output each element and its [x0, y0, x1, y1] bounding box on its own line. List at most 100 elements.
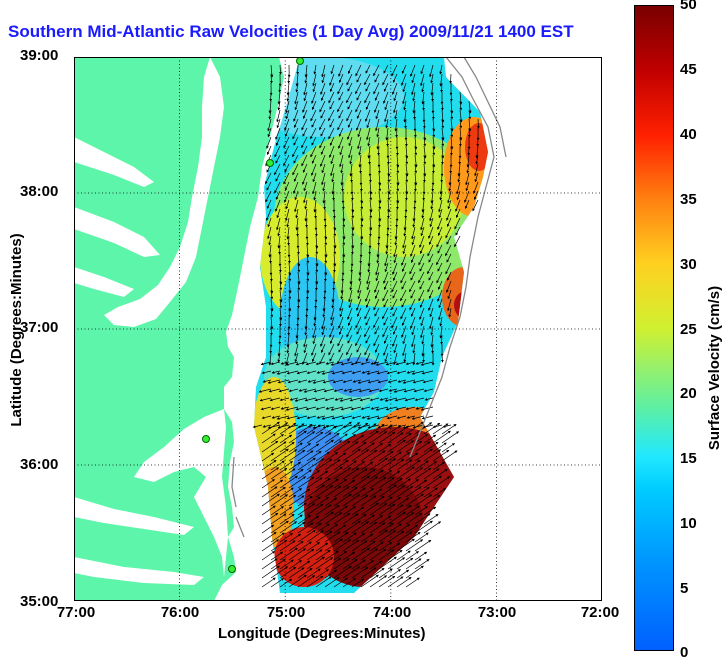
colorbar-tick-label: 50: [680, 0, 697, 13]
velocity-arrow: [397, 128, 398, 137]
velocity-arrow: [442, 83, 443, 92]
x-tick-label: 73:00: [478, 604, 516, 621]
velocity-arrow: [352, 191, 353, 200]
velocity-arrow: [325, 200, 326, 209]
x-axis-label: Longitude (Degrees:Minutes): [218, 625, 426, 642]
velocity-arrow: [433, 110, 434, 119]
velocity-arrow: [469, 128, 470, 137]
station-marker: [297, 58, 304, 65]
velocity-arrow: [343, 254, 344, 263]
velocity-arrow: [280, 317, 281, 326]
velocity-arrow: [460, 137, 461, 146]
velocity-arrow: [433, 92, 434, 101]
velocity-arrow: [289, 308, 290, 317]
velocity-arrow: [478, 119, 479, 128]
x-tick-label: 77:00: [57, 604, 95, 621]
velocity-arrow: [406, 137, 407, 146]
velocity-arrow: [343, 182, 344, 191]
station-marker: [229, 566, 236, 573]
velocity-arrow: [442, 101, 443, 110]
x-tick-label: 76:00: [161, 604, 199, 621]
colorbar-tick-label: 45: [680, 61, 697, 78]
velocity-arrow: [406, 119, 407, 128]
velocity-arrow: [451, 92, 452, 101]
velocity-arrow: [424, 173, 425, 182]
velocity-arrow: [370, 173, 371, 182]
velocity-arrow: [442, 155, 443, 164]
velocity-arrow: [361, 236, 362, 245]
velocity-arrow: [334, 191, 335, 200]
velocity-arrow: [433, 164, 434, 173]
colorbar-tick-label: 15: [680, 450, 697, 467]
velocity-arrow: [316, 209, 317, 218]
colorbar: [634, 5, 674, 651]
colorbar-tick-label: 5: [680, 580, 688, 597]
velocity-arrow: [289, 254, 290, 263]
velocity-arrow: [415, 110, 416, 119]
velocity-arrow: [442, 335, 443, 344]
x-tick-label: 75:00: [267, 604, 305, 621]
velocity-arrow: [298, 245, 299, 254]
velocity-arrow: [424, 119, 425, 128]
velocity-arrow: [415, 128, 416, 137]
velocity-arrow: [397, 200, 398, 209]
plot-title: Southern Mid-Atlantic Raw Velocities (1 …: [8, 22, 574, 42]
velocity-arrow: [289, 236, 290, 245]
velocity-arrow: [280, 263, 281, 272]
velocity-arrow: [334, 209, 335, 218]
velocity-arrow: [316, 281, 317, 290]
velocity-arrow: [379, 164, 380, 173]
velocity-arrow: [361, 182, 362, 191]
velocity-arrow: [307, 218, 308, 227]
velocity-arrow: [298, 227, 299, 236]
x-tick-label: 72:00: [581, 604, 619, 621]
colorbar-tick-label: 0: [680, 644, 688, 661]
y-tick-label: 37:00: [20, 319, 58, 336]
velocity-arrow: [415, 182, 416, 191]
velocity-arrow: [352, 173, 353, 182]
velocity-arrow: [343, 200, 344, 209]
velocity-arrow: [271, 272, 272, 281]
velocity-arrow: [361, 164, 362, 173]
y-tick-label: 39:00: [20, 47, 58, 64]
velocity-arrow: [388, 155, 389, 164]
velocity-arrow: [280, 245, 281, 254]
velocity-arrow: [451, 74, 452, 83]
colorbar-tick-label: 25: [680, 321, 697, 338]
colorbar-tick-label: 30: [680, 256, 697, 273]
velocity-arrow: [451, 146, 452, 155]
velocity-arrow: [334, 263, 335, 272]
velocity-arrow: [433, 344, 434, 353]
velocity-arrow: [307, 236, 308, 245]
velocity-arrow: [325, 218, 326, 227]
velocity-arrow: [271, 254, 272, 263]
colorbar-tick-label: 40: [680, 126, 697, 143]
velocity-arrow: [316, 227, 317, 236]
velocity-arrow: [307, 290, 308, 299]
velocity-arrow: [397, 146, 398, 155]
y-tick-label: 35:00: [20, 593, 58, 610]
velocity-arrow: [298, 299, 299, 308]
colorbar-tick-label: 10: [680, 515, 697, 532]
velocity-arrow: [325, 272, 326, 281]
colorbar-label: Surface Velocity (cm/s): [706, 286, 723, 450]
velocity-arrow: [271, 326, 272, 335]
station-marker: [267, 160, 274, 167]
y-axis-label: Latitude (Degrees:Minutes): [8, 233, 25, 426]
station-marker: [203, 436, 210, 443]
velocity-arrow: [388, 209, 389, 218]
velocity-arrow: [442, 353, 443, 362]
colorbar-tick-label: 35: [680, 191, 697, 208]
velocity-arrow: [370, 227, 371, 236]
velocity-arrow: [379, 146, 380, 155]
velocity-arrow: [388, 137, 389, 146]
velocity-arrow: [352, 245, 353, 254]
velocity-arrow: [424, 353, 425, 362]
y-tick-label: 38:00: [20, 183, 58, 200]
velocity-arrow: [370, 155, 371, 164]
x-tick-label: 74:00: [373, 604, 411, 621]
velocity-arrow: [424, 101, 425, 110]
map-plot: [74, 57, 602, 601]
velocity-arrow: [379, 218, 380, 227]
colorbar-tick-label: 20: [680, 385, 697, 402]
